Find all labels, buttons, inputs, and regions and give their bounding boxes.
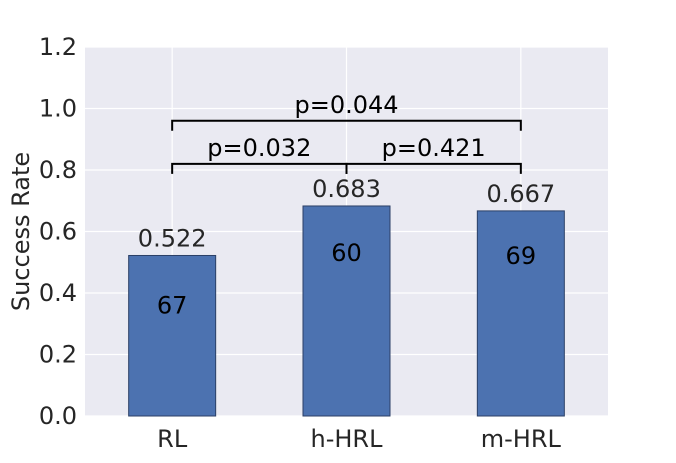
significance-brackets: p=0.032 p=0.421 p=0.044 <box>171 91 522 174</box>
y-tick-label: 0.4 <box>39 279 77 307</box>
y-axis-label: Success Rate <box>7 152 35 311</box>
bar-value-label: 0.667 <box>486 180 555 208</box>
y-tick-label: 0.2 <box>39 341 77 369</box>
y-tick-label: 0.0 <box>39 402 77 430</box>
x-tick-label: h-HRL <box>311 425 384 453</box>
y-tick-label: 0.6 <box>39 218 77 246</box>
significance-bracket <box>345 162 522 174</box>
y-axis-ticks: 0.0 0.2 0.4 0.6 0.8 1.0 1.2 <box>39 33 77 430</box>
bar-value-label: 0.683 <box>312 175 381 203</box>
p-value-label: p=0.032 <box>207 134 311 162</box>
x-tick-label: RL <box>157 425 188 453</box>
bar-m-hrl <box>476 210 565 417</box>
p-value-label: p=0.421 <box>382 134 486 162</box>
significance-bracket <box>171 119 522 131</box>
x-tick-label: m-HRL <box>481 425 562 453</box>
x-axis-ticks: RL h-HRL m-HRL <box>157 425 561 453</box>
bar-count-label: 60 <box>331 239 362 267</box>
bar-rl <box>128 254 217 417</box>
y-tick-label: 0.8 <box>39 156 77 184</box>
bar-labels: 0.522 67 0.683 60 0.667 69 <box>138 175 555 319</box>
bar-count-label: 67 <box>157 291 188 319</box>
bar-value-label: 0.522 <box>138 224 207 252</box>
bar-h-hrl <box>302 205 391 417</box>
y-tick-label: 1.2 <box>39 33 77 61</box>
y-tick-label: 1.0 <box>39 95 77 123</box>
p-value-label: p=0.044 <box>294 91 398 119</box>
bar-count-label: 69 <box>506 242 537 270</box>
bars <box>128 205 565 417</box>
